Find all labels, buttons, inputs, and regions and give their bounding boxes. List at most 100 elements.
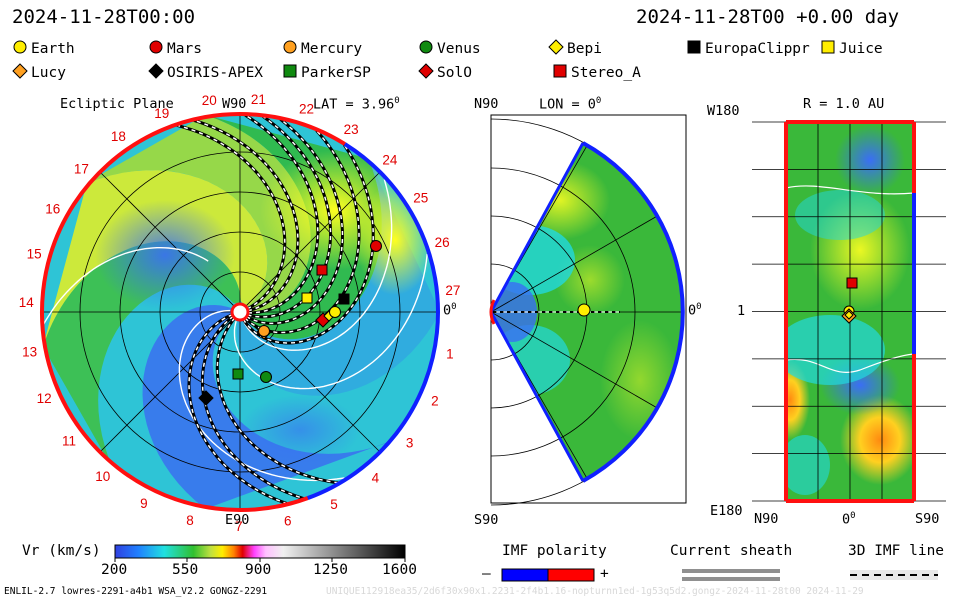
legend-item-stereo-a: Stereo_A: [552, 63, 641, 81]
lon-label: LON = 00: [539, 96, 602, 113]
bepi-marker-map: [844, 310, 854, 320]
sector-label-2: 2: [431, 393, 439, 408]
imf-minus-sign: –: [482, 566, 491, 582]
s90-label: S90: [474, 512, 499, 528]
legend-label: OSIRIS-APEX: [167, 65, 264, 81]
circle-icon: [283, 40, 297, 54]
circle-icon: [13, 40, 27, 54]
ecliptic-zero-label: 00: [443, 302, 457, 319]
meridional-plane-panel: [489, 114, 687, 506]
sector-label-3: 3: [406, 435, 414, 450]
imf-positive-swatch: [547, 568, 595, 582]
mars-marker: [370, 240, 382, 252]
current-sheath-label: Current sheath: [670, 543, 793, 559]
imf-polarity-label: IMF polarity: [502, 543, 607, 559]
legend-item-osiris-apex: OSIRIS-APEX: [148, 63, 263, 81]
colorbar-tick-1250: 1250: [313, 562, 348, 578]
w90-label: W90: [222, 96, 247, 112]
date-left: 2024-11-28T00:00: [12, 6, 196, 28]
sector-label-26: 26: [435, 235, 450, 250]
sector-label-20: 20: [202, 93, 217, 108]
legend-item-venus: Venus: [418, 39, 481, 57]
legend-label: EuropaClippr: [705, 41, 810, 57]
diamond-icon: [12, 63, 28, 79]
sector-label-11: 11: [62, 434, 76, 449]
legend-label: SolO: [437, 65, 472, 81]
stereo-a-marker-map: [846, 277, 858, 289]
square-icon: [553, 64, 567, 78]
legend-label: Mars: [167, 41, 202, 57]
imf-line-label: 3D IMF line: [848, 543, 945, 559]
earth-marker-meridional: [577, 303, 591, 317]
colorbar-tick-200: 200: [101, 562, 128, 578]
sector-label-6: 6: [284, 514, 292, 529]
latlon-map-panel: [752, 120, 946, 503]
map-one-label: 1: [737, 303, 746, 319]
sector-label-25: 25: [413, 191, 428, 206]
sector-label-18: 18: [111, 129, 126, 144]
legend-item-mercury: Mercury: [282, 39, 362, 57]
colorbar-tick-550: 550: [172, 562, 199, 578]
earth-marker: [329, 306, 341, 318]
meridional-zero-label: 00: [688, 302, 702, 319]
legend-item-europaclippr: EuropaClippr: [686, 39, 810, 57]
radius-label: R = 1.0 AU: [803, 96, 885, 112]
sector-label-14: 14: [19, 295, 35, 310]
sector-label-5: 5: [330, 497, 338, 512]
e180-label: E180: [710, 503, 743, 519]
diamond-icon: [548, 39, 564, 55]
europa-clipper-marker: [338, 293, 350, 305]
legend-item-parkersp: ParkerSP: [282, 63, 371, 81]
square-icon: [283, 64, 297, 78]
map-zero-label: 00: [842, 511, 856, 528]
velocity-colorbar: [114, 544, 406, 559]
w180-label: W180: [707, 103, 740, 119]
map-n90-label: N90: [754, 511, 779, 527]
legend-item-solo: SolO: [418, 63, 472, 81]
circle-icon: [419, 40, 433, 54]
legend-item-bepi: Bepi: [548, 39, 602, 57]
colorbar-tick-1600: 1600: [382, 562, 417, 578]
sector-label-1: 1: [446, 347, 454, 362]
legend-item-lucy: Lucy: [12, 63, 66, 81]
juice-marker: [301, 292, 313, 304]
legend-item-mars: Mars: [148, 39, 202, 57]
legend-label: Mercury: [301, 41, 363, 57]
sector-label-24: 24: [382, 152, 398, 167]
stereo-a-marker: [316, 264, 328, 276]
map-s90-label: S90: [915, 511, 940, 527]
sector-label-15: 15: [27, 247, 42, 262]
diamond-icon: [148, 63, 164, 79]
sector-label-9: 9: [140, 496, 148, 511]
sector-label-19: 19: [154, 106, 169, 121]
sector-label-13: 13: [22, 344, 37, 359]
sector-label-10: 10: [95, 469, 110, 484]
sector-label-27: 27: [445, 283, 460, 298]
imf-plus-sign: +: [600, 566, 609, 582]
square-icon: [687, 40, 701, 54]
sector-label-16: 16: [45, 201, 60, 216]
sector-label-4: 4: [372, 471, 380, 486]
sector-label-22: 22: [299, 102, 314, 117]
parker-sp-marker: [232, 368, 244, 380]
legend-label: Bepi: [567, 41, 602, 57]
legend-label: Juice: [839, 41, 883, 57]
sun-icon: [230, 302, 250, 322]
colorbar-tick-900: 900: [245, 562, 272, 578]
legend-item-earth: Earth: [12, 39, 75, 57]
legend-item-juice: Juice: [820, 39, 883, 57]
square-icon: [821, 40, 835, 54]
footer-run-id: UNIQUE112918ea35/2d6f30x90x1.2231-2f4b1.…: [326, 586, 864, 597]
legend-label: Lucy: [31, 65, 66, 81]
sector-label-12: 12: [37, 391, 52, 406]
lat-label: LAT = 3.960: [313, 96, 400, 113]
sector-label-21: 21: [251, 92, 266, 107]
sector-label-8: 8: [186, 513, 194, 528]
mercury-marker: [258, 325, 270, 337]
current-sheath-swatch: [682, 569, 780, 581]
ecliptic-title: Ecliptic Plane: [60, 96, 174, 112]
circle-icon: [149, 40, 163, 54]
legend-label: ParkerSP: [301, 65, 371, 81]
